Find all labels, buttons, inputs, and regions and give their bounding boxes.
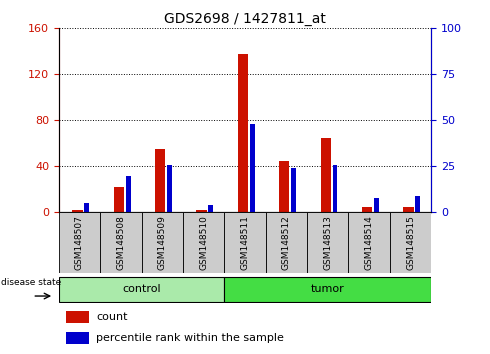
Text: count: count: [96, 312, 127, 322]
Title: GDS2698 / 1427811_at: GDS2698 / 1427811_at: [164, 12, 326, 26]
Text: GSM148514: GSM148514: [365, 215, 374, 270]
FancyBboxPatch shape: [142, 212, 183, 273]
Text: disease state: disease state: [1, 278, 61, 287]
FancyBboxPatch shape: [348, 212, 390, 273]
Bar: [196, 210, 207, 212]
Text: GSM148509: GSM148509: [158, 215, 167, 270]
Bar: [155, 149, 165, 212]
Bar: [333, 165, 338, 212]
Bar: [66, 332, 89, 344]
Text: GSM148510: GSM148510: [199, 215, 208, 270]
Bar: [250, 124, 255, 212]
Bar: [238, 54, 248, 212]
Text: control: control: [122, 284, 161, 295]
Bar: [114, 187, 124, 212]
Text: GSM148513: GSM148513: [323, 215, 332, 270]
FancyBboxPatch shape: [59, 212, 100, 273]
FancyBboxPatch shape: [183, 212, 224, 273]
Bar: [374, 198, 379, 212]
FancyBboxPatch shape: [100, 212, 142, 273]
Bar: [279, 161, 290, 212]
Bar: [66, 311, 89, 323]
Bar: [415, 196, 420, 212]
FancyBboxPatch shape: [224, 277, 431, 302]
Bar: [320, 138, 331, 212]
Bar: [125, 176, 131, 212]
Text: tumor: tumor: [311, 284, 344, 295]
FancyBboxPatch shape: [266, 212, 307, 273]
Text: GSM148511: GSM148511: [241, 215, 249, 270]
Bar: [84, 203, 89, 212]
FancyBboxPatch shape: [307, 212, 348, 273]
Bar: [72, 210, 83, 212]
Text: GSM148507: GSM148507: [75, 215, 84, 270]
FancyBboxPatch shape: [390, 212, 431, 273]
Bar: [208, 205, 213, 212]
Bar: [167, 165, 172, 212]
Bar: [403, 207, 414, 212]
Text: GSM148515: GSM148515: [406, 215, 415, 270]
FancyBboxPatch shape: [224, 212, 266, 273]
Bar: [362, 207, 372, 212]
Text: percentile rank within the sample: percentile rank within the sample: [96, 333, 284, 343]
FancyBboxPatch shape: [59, 277, 224, 302]
Text: GSM148512: GSM148512: [282, 215, 291, 270]
Bar: [291, 168, 296, 212]
Text: GSM148508: GSM148508: [116, 215, 125, 270]
